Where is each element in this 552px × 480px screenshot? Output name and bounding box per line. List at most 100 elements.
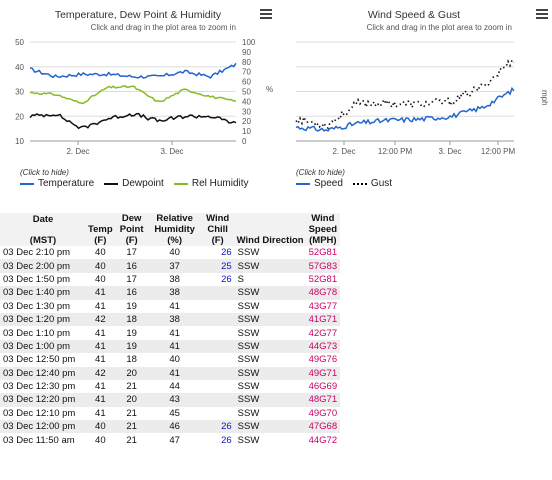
table-cell: 17 [126, 273, 137, 285]
table-cell: 26 [221, 273, 232, 285]
table-cell: 41 [95, 327, 106, 339]
y2-tick-label: 50 [242, 88, 251, 97]
y-tick-label: 50 [15, 38, 24, 47]
table-cell [200, 366, 235, 380]
table-cell: 26 [200, 420, 235, 434]
click-to-hide-hint: (Click to hide) [296, 168, 345, 177]
table-cell: 52G81 [308, 247, 338, 259]
table-cell: 41 [95, 300, 106, 312]
y-tick-label: 10 [15, 137, 24, 146]
table-cell: 40 [95, 247, 106, 259]
table-cell: 03 Dec 12:20 pm [0, 393, 86, 407]
y-tick-label: 20 [15, 112, 24, 121]
table-cell: 03 Dec 1:50 pm [3, 273, 71, 285]
table-cell: 41 [95, 407, 106, 419]
table-cell: 40 [95, 273, 106, 285]
temperature-chart-panel[interactable]: Temperature, Dew Point & Humidity Click … [0, 0, 276, 200]
hamburger-menu-icon[interactable] [260, 9, 272, 19]
table-cell: S [237, 273, 244, 285]
wind-chart-panel[interactable]: Wind Speed & Gust Click and drag in the … [276, 0, 552, 200]
table-cell: 40 [95, 434, 106, 446]
table-cell: 41 [169, 327, 180, 339]
table-cell: SSW [234, 393, 306, 407]
hamburger-menu-icon[interactable] [536, 9, 548, 19]
column-header: Wind Speed (MPH) [305, 213, 341, 246]
y2-tick-label: 90 [242, 48, 251, 57]
zoom-hint: Click and drag in the plot area to zoom … [366, 23, 512, 32]
table-cell: 49G71 [305, 366, 341, 380]
y-tick-label: 30 [15, 88, 24, 97]
table-cell: SSW [234, 420, 306, 434]
wind-plot[interactable]: 2. Dec 12:00 PM 3. Dec 12:00 PM mph [276, 0, 552, 165]
table-cell: SSW [237, 327, 260, 339]
table-cell: 18 [114, 312, 149, 327]
y2-axis-label: % [266, 85, 273, 94]
table-cell: SSW [234, 286, 306, 300]
table-cell: 21 [126, 407, 137, 419]
table-cell: 03 Dec 1:10 pm [3, 327, 71, 339]
table-row: 03 Dec 12:10 pm 41 21 45 SSW 49G70 [0, 407, 340, 420]
chart-legend: Temperature Dewpoint Rel Humidity [20, 178, 249, 189]
column-header: Relative Humidity (%) [148, 213, 201, 246]
legend-item-rel-humidity[interactable]: Rel Humidity [173, 178, 249, 189]
y2-tick-label: 100 [242, 38, 256, 47]
chart-legend: Speed Gust [296, 178, 392, 189]
table-cell: 46 [148, 420, 201, 434]
y2-tick-label: 0 [242, 137, 247, 146]
table-cell [201, 353, 235, 366]
table-cell: 38 [148, 312, 201, 327]
table-cell: 03 Dec 12:10 pm [3, 407, 76, 419]
table-row: 03 Dec 1:10 pm 41 19 41 SSW 42G77 [0, 326, 340, 339]
table-cell: 19 [126, 327, 137, 339]
table-cell: 21 [114, 420, 149, 434]
table-cell: 47G68 [305, 420, 341, 434]
series-line-gust [295, 58, 515, 130]
x-tick-label: 12:00 PM [481, 147, 516, 156]
table-cell: 44 [169, 381, 180, 393]
table-row: 03 Dec 11:50 am 40 21 47 26 SSW 44G72 [0, 433, 340, 446]
table-cell: SSW [237, 381, 260, 393]
table-cell: SSW [237, 407, 260, 419]
table-row: 03 Dec 1:30 pm 41 19 41 SSW 43G77 [0, 300, 340, 313]
series-line-speed [295, 86, 515, 132]
series-line-rel-humidity [29, 85, 237, 105]
table-cell: 49G70 [308, 407, 338, 419]
table-row: 03 Dec 12:50 pm 41 18 40 SSW 49G76 [0, 353, 340, 366]
table-cell: 45 [169, 407, 180, 419]
legend-item-speed[interactable]: Speed [296, 178, 343, 189]
chart-title: Temperature, Dew Point & Humidity [54, 9, 222, 21]
table-cell: 21 [126, 434, 137, 446]
table-row: 03 Dec 1:20 pm 42 18 38 SSW 41G71 [0, 312, 341, 327]
table-cell: SSW [234, 259, 306, 273]
table-row: 03 Dec 1:40 pm 41 16 38 SSW 48G78 [0, 286, 341, 300]
table-cell: 25 [200, 259, 235, 273]
table-cell: 48G71 [305, 393, 341, 407]
table-cell: 03 Dec 1:00 pm [0, 339, 86, 354]
table-cell: 41 [86, 393, 115, 407]
table-cell: 38 [169, 273, 180, 285]
table-cell: SSW [234, 339, 306, 354]
table-cell: 41G71 [305, 312, 341, 327]
table-row: 03 Dec 1:00 pm 41 19 41 SSW 44G73 [0, 339, 341, 354]
legend-item-dewpoint[interactable]: Dewpoint [104, 178, 164, 189]
click-to-hide-hint: (Click to hide) [20, 168, 69, 177]
table-cell: SSW [237, 434, 260, 446]
x-tick-label: 2. Dec [332, 147, 355, 156]
legend-item-temperature[interactable]: Temperature [20, 178, 94, 189]
x-tick-label: 3. Dec [160, 147, 183, 156]
table-row: 03 Dec 12:40 pm 42 20 41 SSW 49G71 [0, 366, 341, 380]
table-cell: 26 [221, 434, 232, 446]
table-cell: 41 [169, 300, 180, 312]
table-cell: 41 [95, 354, 106, 366]
zoom-hint: Click and drag in the plot area to zoom … [90, 23, 236, 32]
chart-title: Wind Speed & Gust [367, 9, 461, 21]
table-cell [201, 326, 235, 339]
table-cell: 48G78 [305, 286, 341, 300]
legend-item-gust[interactable]: Gust [352, 178, 392, 189]
y2-tick-label: 10 [242, 127, 251, 136]
y2-tick-label: 70 [242, 68, 251, 77]
table-cell: 03 Dec 12:30 pm [3, 381, 76, 393]
table-cell: 03 Dec 1:40 pm [0, 286, 86, 300]
table-cell: 20 [114, 366, 149, 380]
